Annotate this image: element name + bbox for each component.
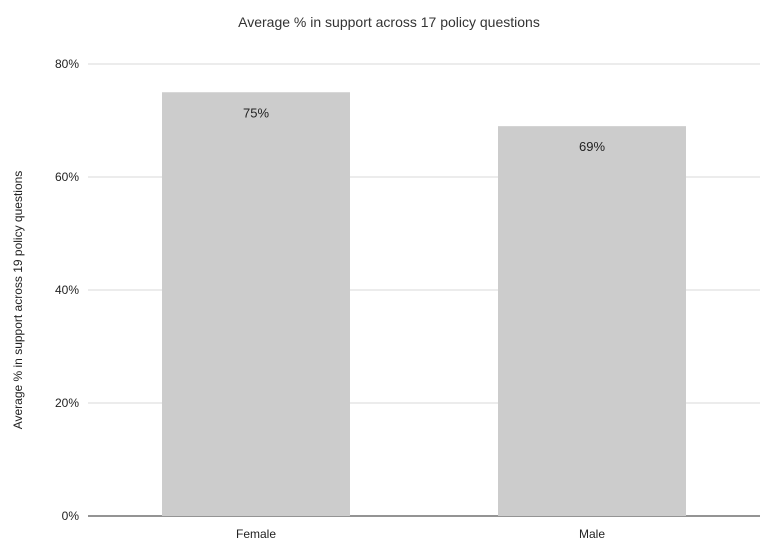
y-tick-label: 20%: [55, 396, 79, 410]
chart-title: Average % in support across 17 policy qu…: [238, 14, 540, 30]
bars: [162, 92, 686, 517]
category-label-male: Male: [579, 527, 605, 541]
labels: 0% 20% 40% 60% 80% 75% Female 69% Male: [55, 57, 605, 541]
y-tick-label: 80%: [55, 57, 79, 71]
y-tick-label: 0%: [62, 509, 80, 523]
bar-male: [498, 126, 686, 517]
bar-female: [162, 92, 350, 516]
y-tick-label: 40%: [55, 283, 79, 297]
y-tick-label: 60%: [55, 170, 79, 184]
data-label-female: 75%: [243, 105, 269, 120]
data-label-male: 69%: [579, 139, 605, 154]
category-label-female: Female: [236, 527, 276, 541]
y-axis-title: Average % in support across 19 policy qu…: [11, 171, 25, 430]
